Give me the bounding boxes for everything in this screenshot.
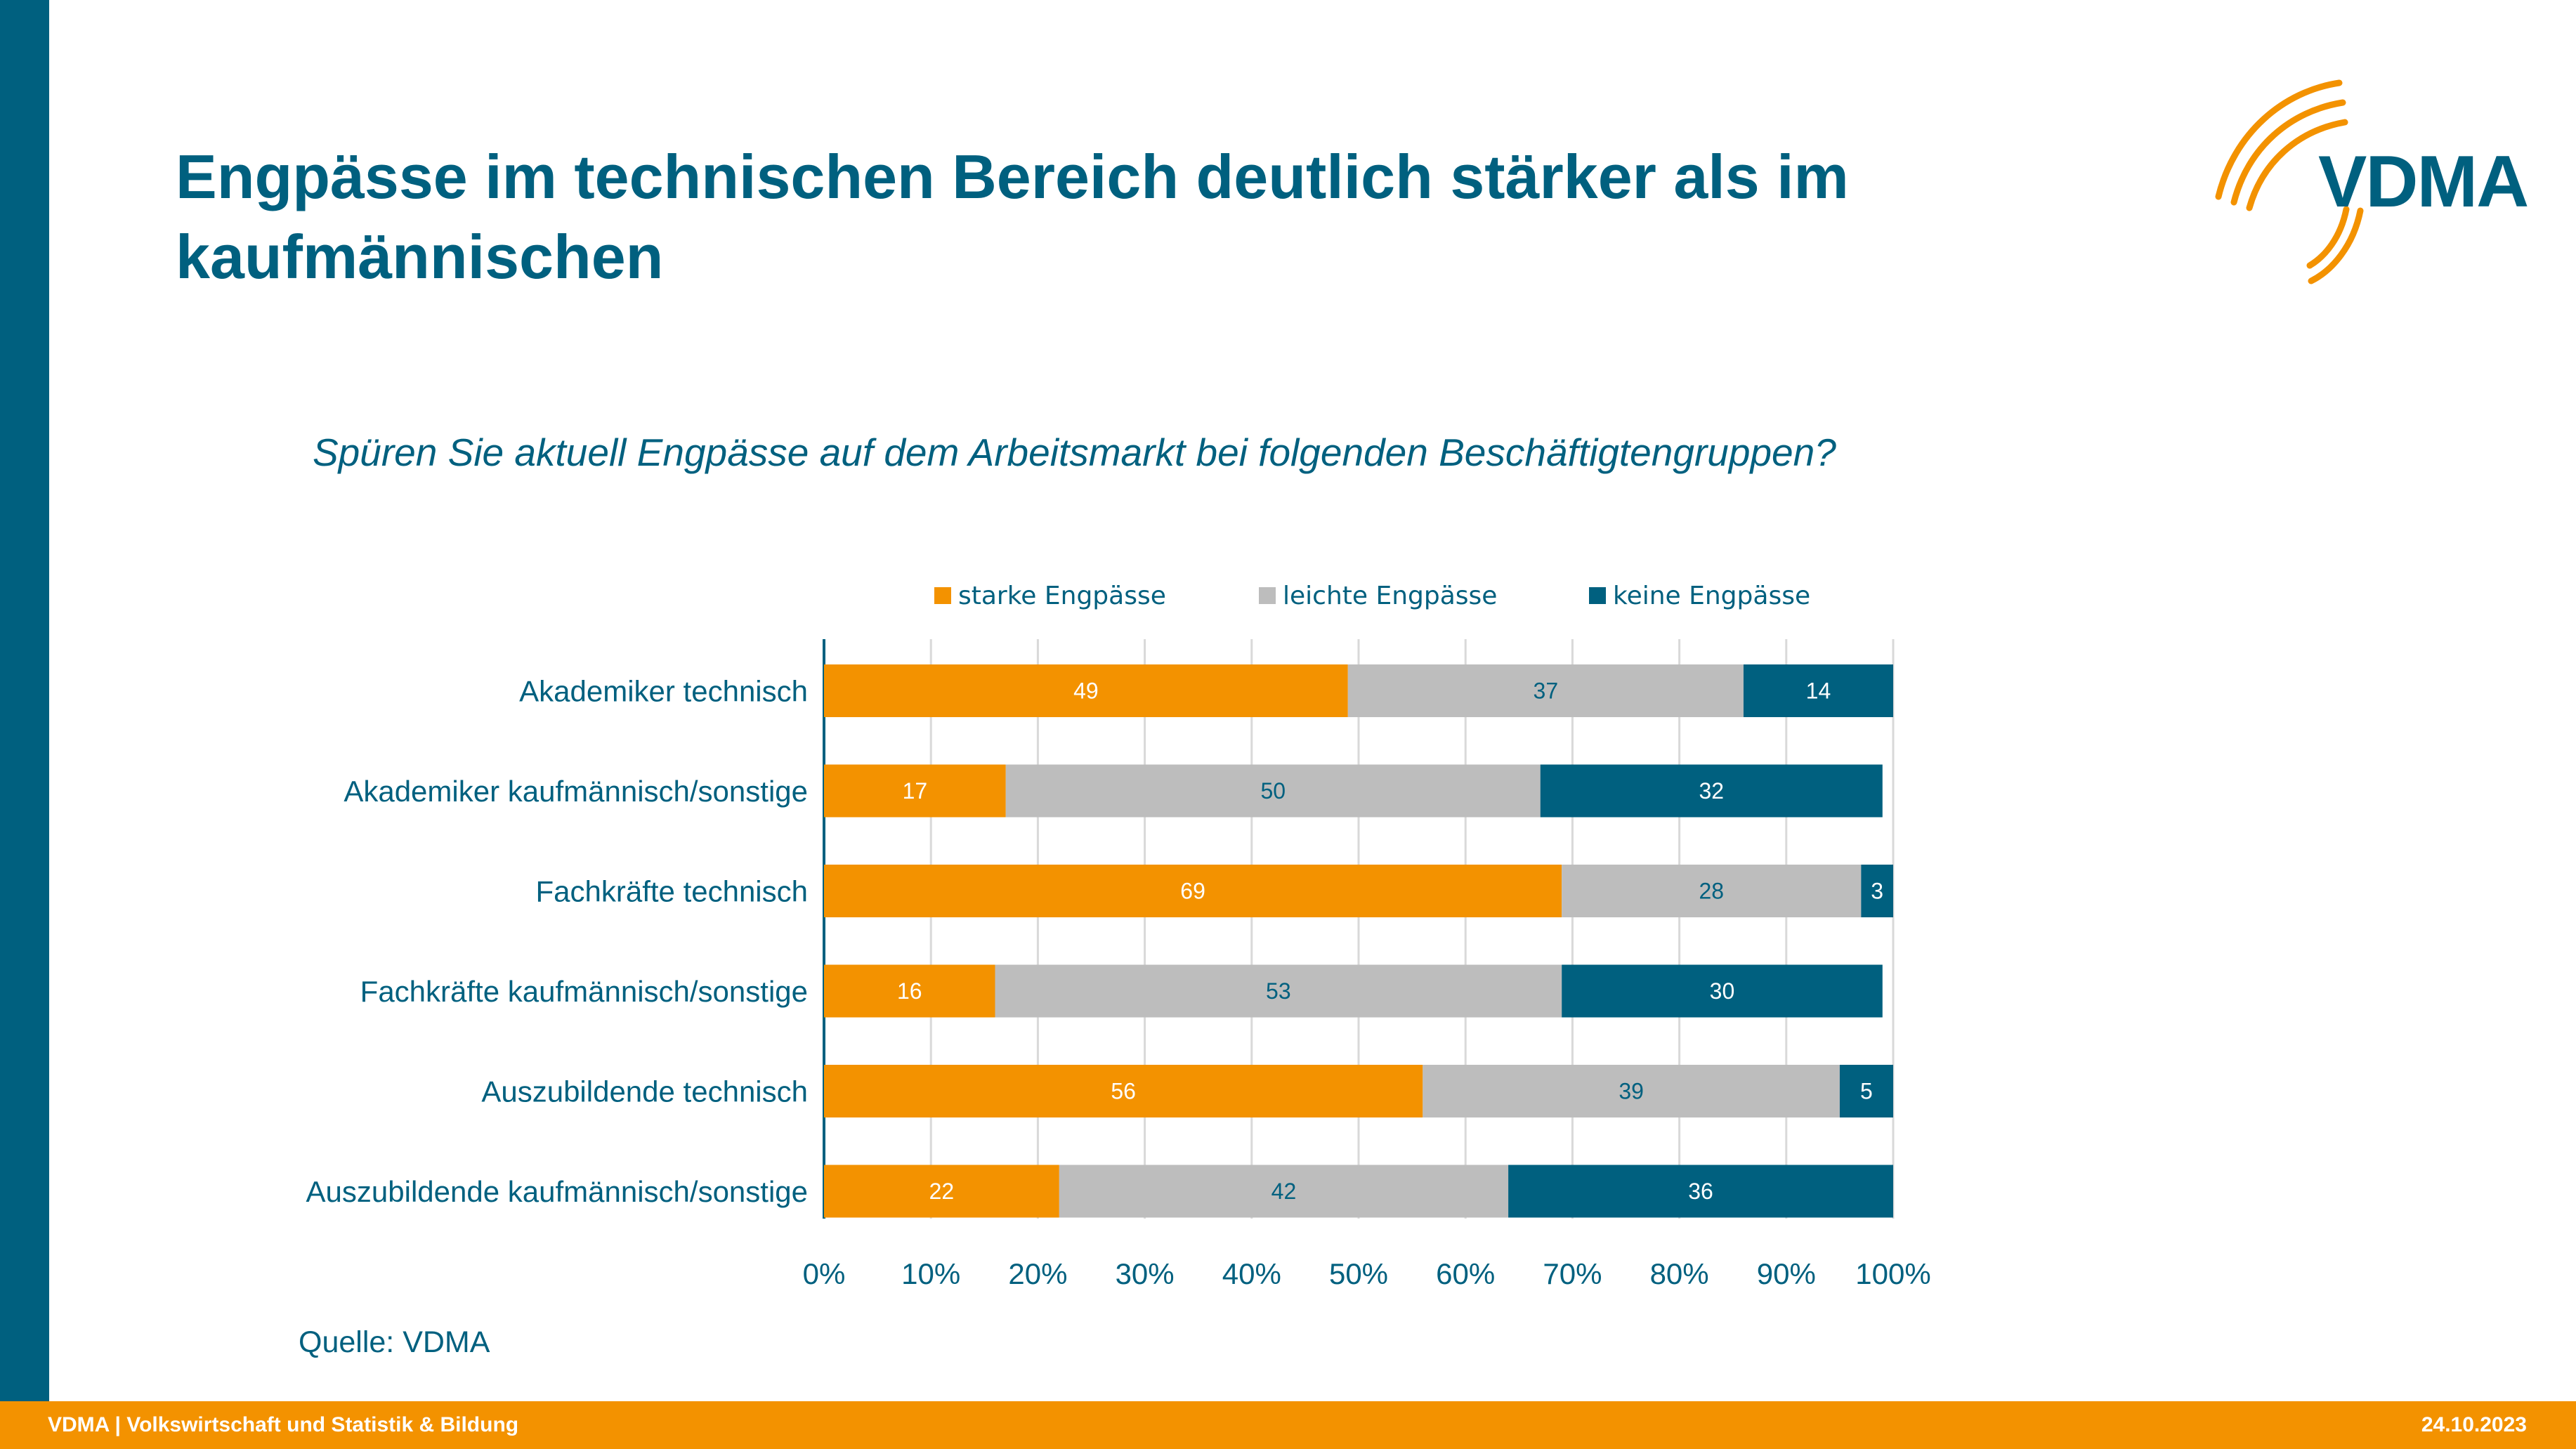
vdma-logo-arcs	[2215, 79, 2364, 284]
x-tick-label: 30%	[1116, 1257, 1175, 1290]
data-label: 50	[1260, 778, 1286, 804]
source-note: Quelle: VDMA	[299, 1325, 490, 1359]
bar-segment	[1423, 1065, 1840, 1117]
legend-label: leichte Engpässe	[1283, 582, 1497, 610]
data-label: 37	[1534, 678, 1559, 704]
data-label: 42	[1271, 1179, 1297, 1204]
legend-swatch	[1589, 587, 1606, 604]
survey-question: Spüren Sie aktuell Engpässe auf dem Arbe…	[313, 431, 1836, 474]
bar-segment	[824, 1165, 1059, 1218]
bar-segment	[1839, 1065, 1893, 1117]
bar-segment	[1743, 664, 1893, 717]
x-tick-label: 80%	[1650, 1257, 1709, 1290]
data-label: 56	[1111, 1079, 1136, 1104]
bar-segment	[1347, 664, 1744, 717]
data-label: 69	[1180, 879, 1205, 904]
data-label: 36	[1688, 1179, 1713, 1204]
bar-segment	[1005, 764, 1541, 818]
legend-label: starke Engpässe	[958, 582, 1166, 610]
bar-segment	[824, 865, 1562, 917]
x-tick-label: 70%	[1543, 1257, 1602, 1290]
legend-swatch	[1259, 587, 1276, 604]
x-tick-label: 20%	[1008, 1257, 1067, 1290]
bar-segment	[824, 964, 995, 1018]
x-tick-label: 10%	[901, 1257, 960, 1290]
bar-segment	[1562, 964, 1883, 1018]
bar-segment	[1861, 865, 1893, 917]
left-accent-bar	[0, 0, 49, 1449]
data-label: 30	[1710, 978, 1735, 1004]
x-tick-label: 60%	[1436, 1257, 1495, 1290]
data-label: 32	[1699, 778, 1724, 804]
footer-organization: VDMA | Volkswirtschaft und Statistik & B…	[48, 1413, 519, 1436]
page-title: Engpässe im technischen Bereich deutlich…	[176, 142, 1849, 291]
x-tick-label: 90%	[1757, 1257, 1816, 1290]
x-tick-label: 100%	[1855, 1257, 1930, 1290]
bar-segment	[824, 664, 1348, 717]
legend-label: keine Engpässe	[1613, 582, 1810, 610]
bar-segment	[995, 964, 1562, 1018]
category-label: Fachkräfte technisch	[535, 875, 808, 908]
data-label: 3	[1871, 879, 1883, 904]
bar-segment	[1059, 1165, 1509, 1218]
bar-segment	[824, 1065, 1423, 1117]
bar-segment	[1562, 865, 1862, 917]
data-label: 16	[897, 978, 922, 1004]
data-label: 14	[1806, 678, 1831, 704]
x-tick-label: 0%	[803, 1257, 846, 1290]
vdma-logo-text: VDMA	[2318, 141, 2529, 223]
data-label: 49	[1073, 678, 1099, 704]
category-label: Auszubildende technisch	[481, 1075, 808, 1108]
category-label: Auszubildende kaufmännisch/sonstige	[306, 1175, 808, 1208]
data-label: 28	[1699, 879, 1724, 904]
bar-segment	[1540, 764, 1883, 818]
data-label: 39	[1619, 1079, 1644, 1104]
data-label: 22	[929, 1179, 955, 1204]
category-label: Akademiker kaufmännisch/sonstige	[344, 775, 808, 808]
footer-bar: VDMA | Volkswirtschaft und Statistik & B…	[0, 1401, 2576, 1449]
category-label: Fachkräfte kaufmännisch/sonstige	[360, 975, 808, 1008]
data-label: 17	[903, 778, 928, 804]
bar-segment	[824, 764, 1006, 818]
bar-segment	[1508, 1165, 1893, 1218]
category-label: Akademiker technisch	[519, 675, 808, 708]
legend-swatch	[934, 587, 951, 604]
data-label: 5	[1860, 1079, 1873, 1104]
x-tick-label: 40%	[1222, 1257, 1281, 1290]
data-label: 53	[1266, 978, 1291, 1004]
footer-date: 24.10.2023	[2421, 1413, 2527, 1436]
x-tick-label: 50%	[1329, 1257, 1388, 1290]
